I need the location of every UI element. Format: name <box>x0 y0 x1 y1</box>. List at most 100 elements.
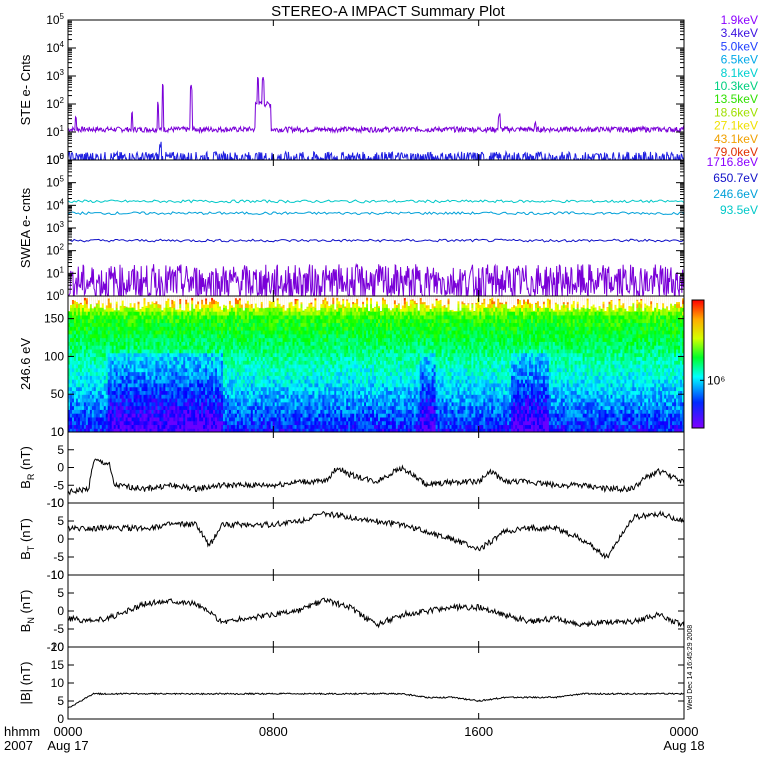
heatmap-cell <box>316 360 319 365</box>
heatmap-cell <box>85 390 89 395</box>
heatmap-cell <box>234 382 238 388</box>
heatmap-cell <box>270 307 274 312</box>
heatmap-cell <box>181 382 184 388</box>
heatmap-cell <box>264 311 268 316</box>
heatmap-cell <box>274 428 278 432</box>
heatmap-cell <box>163 386 166 392</box>
heatmap-cell <box>236 348 240 354</box>
heatmap-cell <box>95 311 99 316</box>
heatmap-cell <box>294 409 298 414</box>
heatmap-cell <box>145 352 149 358</box>
heatmap-cell <box>266 322 270 327</box>
y-tick-exponent: 3 <box>60 220 65 229</box>
heatmap-cell <box>197 379 200 384</box>
heatmap-cell <box>282 386 286 392</box>
heatmap-cell <box>268 326 272 331</box>
heatmap-cell <box>236 390 240 395</box>
heatmap-cell <box>169 364 172 369</box>
heatmap-cell <box>224 314 228 320</box>
heatmap-cell <box>222 330 226 335</box>
heatmap-cell <box>147 375 151 380</box>
heatmap-cell <box>187 326 190 331</box>
heatmap-cell <box>79 341 83 346</box>
heatmap-cell <box>195 420 198 426</box>
heatmap-cell <box>167 428 170 432</box>
heatmap-cell <box>318 352 321 358</box>
heatmap-cell <box>304 337 308 342</box>
heatmap-cell <box>143 382 147 388</box>
heatmap-cell <box>284 314 288 320</box>
heatmap-cell <box>79 405 83 410</box>
heatmap-cell <box>123 356 127 361</box>
heatmap-cell <box>276 299 280 305</box>
heatmap-cell <box>286 311 290 316</box>
heatmap-cell <box>165 333 168 339</box>
heatmap-cell <box>89 311 93 316</box>
heatmap-cell <box>135 311 139 316</box>
heatmap-cell <box>262 322 266 327</box>
heatmap-cell <box>69 322 73 327</box>
heatmap-cell <box>221 401 224 407</box>
heatmap-cell <box>219 322 222 327</box>
heatmap-cell <box>286 330 290 335</box>
heatmap-cell <box>87 390 91 395</box>
heatmap-cell <box>119 333 123 339</box>
heatmap-cell <box>308 386 312 392</box>
heatmap-cell <box>87 405 91 410</box>
heatmap-cell <box>81 401 85 407</box>
heatmap-cell <box>250 379 254 384</box>
heatmap-cell <box>280 405 284 410</box>
heatmap-cell <box>294 333 298 339</box>
heatmap-cell <box>221 386 224 392</box>
heatmap-cell <box>107 303 111 308</box>
heatmap-cell <box>95 337 99 342</box>
heatmap-cell <box>258 375 262 380</box>
heatmap-cell <box>77 382 81 388</box>
heatmap-cell <box>213 348 216 354</box>
heatmap-cell <box>123 390 127 395</box>
heatmap-cell <box>276 341 280 346</box>
heatmap-cell <box>252 375 256 380</box>
heatmap-cell <box>113 318 117 324</box>
heatmap-cell <box>97 322 101 327</box>
heatmap-cell <box>135 337 139 342</box>
heatmap-cell <box>280 401 284 407</box>
heatmap-cell <box>189 348 192 354</box>
heatmap-cell <box>246 394 250 399</box>
heatmap-cell <box>125 428 129 432</box>
heatmap-cell <box>290 375 294 380</box>
heatmap-cell <box>296 330 300 335</box>
heatmap-cell <box>236 371 240 376</box>
heatmap-cell <box>179 382 182 388</box>
heatmap-cell <box>290 311 294 316</box>
heatmap-cell <box>272 390 276 395</box>
heatmap-cell <box>193 371 196 376</box>
heatmap-cell <box>298 405 302 410</box>
heatmap-cell <box>274 416 278 422</box>
heatmap-cell <box>276 326 280 331</box>
heatmap-cell <box>300 398 304 403</box>
heatmap-cell <box>318 322 321 327</box>
heatmap-cell <box>167 398 170 403</box>
heatmap-cell <box>161 428 164 432</box>
heatmap-cell <box>276 367 280 373</box>
heatmap-cell <box>195 428 198 432</box>
heatmap-cell <box>286 367 290 373</box>
heatmap-cell <box>111 424 115 429</box>
heatmap-cell <box>147 333 151 339</box>
heatmap-cell <box>129 386 133 392</box>
heatmap-cell <box>228 390 232 395</box>
heatmap-cell <box>185 416 188 422</box>
heatmap-cell <box>213 413 216 418</box>
heatmap-cell <box>105 364 109 369</box>
heatmap-cell <box>312 371 315 376</box>
heatmap-cell <box>89 303 93 308</box>
heatmap-cell <box>254 341 258 346</box>
heatmap-cell <box>181 356 184 361</box>
heatmap-cell <box>272 303 276 308</box>
heatmap-cell <box>99 386 103 392</box>
heatmap-cell <box>119 398 123 403</box>
heatmap-cell <box>123 333 127 339</box>
heatmap-cell <box>125 356 129 361</box>
heatmap-cell <box>300 416 304 422</box>
